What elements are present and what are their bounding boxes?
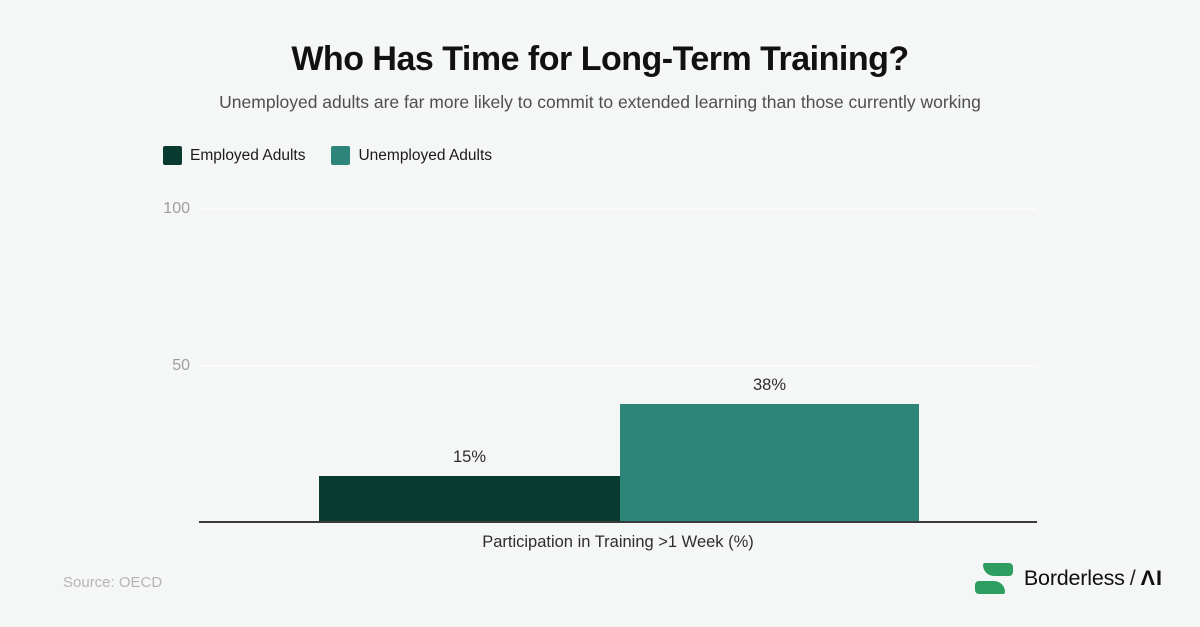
y-tick-label-100: 100 (163, 200, 190, 217)
chart-subtitle: Unemployed adults are far more likely to… (219, 92, 981, 112)
chart-title: Who Has Time for Long-Term Training? (291, 40, 909, 78)
legend-swatch-employed (163, 146, 182, 165)
bar-rect-unemployed (620, 404, 919, 523)
gridline-100 (199, 208, 1037, 210)
legend-swatch-unemployed (331, 146, 351, 165)
bar-employed: 15% (319, 448, 620, 523)
x-axis-line (199, 521, 1037, 523)
x-axis-title: Participation in Training >1 Week (%) (482, 533, 754, 551)
logo-mark-bottom-shape (974, 581, 1005, 594)
logo-mark-top-shape (982, 563, 1013, 576)
bar-rect-employed (319, 476, 620, 523)
gridline-50 (199, 365, 1037, 367)
source-note: Source: OECD (63, 574, 163, 591)
bar-value-label-employed: 15% (452, 448, 487, 466)
bar-unemployed: 38% (620, 376, 919, 523)
legend-label-employed: Employed Adults (190, 146, 306, 164)
brand-separator: / (1129, 566, 1136, 590)
brand-wordmark: Borderless / ΛI (1024, 566, 1163, 591)
brand-name: Borderless (1023, 566, 1125, 590)
legend-item-employed: Employed Adults (163, 146, 305, 165)
borderless-logo-icon (974, 563, 1013, 594)
bar-value-label-unemployed: 38% (752, 376, 787, 394)
brand-suffix-ai: ΛI (1140, 566, 1163, 590)
y-tick-label-50: 50 (172, 357, 190, 374)
legend: Employed Adults Unemployed Adults (163, 146, 492, 165)
legend-item-unemployed: Unemployed Adults (331, 146, 492, 165)
legend-label-unemployed: Unemployed Adults (358, 146, 493, 164)
brand-logo: Borderless / ΛI (974, 563, 1163, 594)
